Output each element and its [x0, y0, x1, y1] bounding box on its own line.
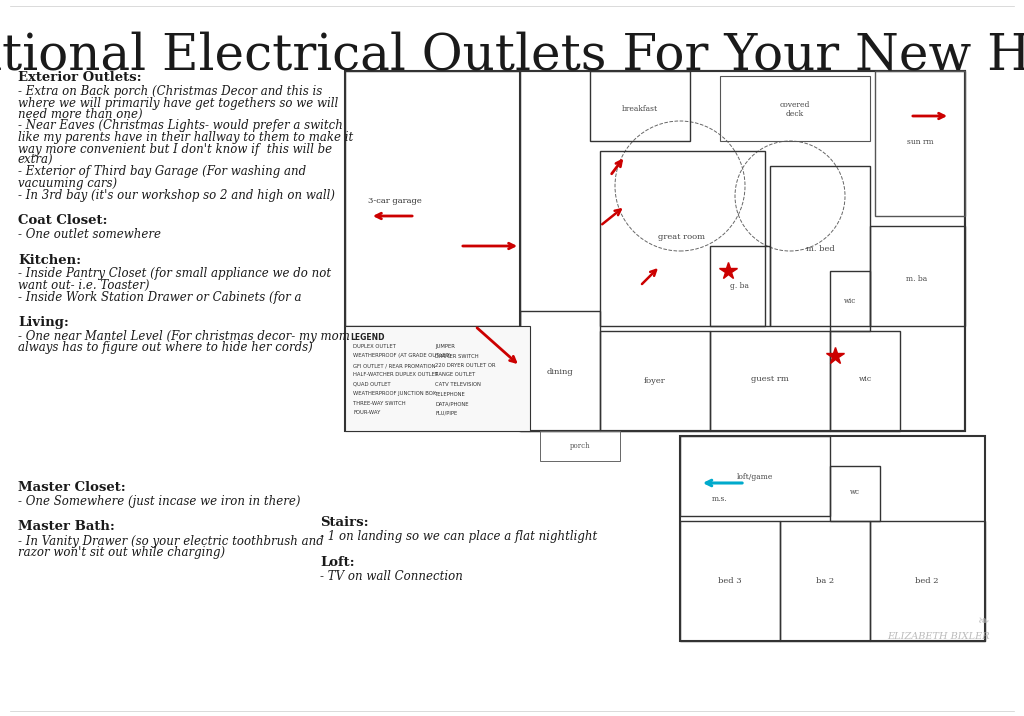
Bar	[870, 226, 965, 326]
Text: wic: wic	[858, 375, 871, 383]
Bar	[830, 271, 870, 331]
Text: FLU/PIPE: FLU/PIPE	[435, 410, 458, 415]
Text: Master Closet:: Master Closet:	[18, 481, 126, 494]
Bar	[720, 76, 870, 141]
Text: razor won't sit out while charging): razor won't sit out while charging)	[18, 546, 225, 559]
Text: WEATHERPROOF (AT GRADE OUTLET): WEATHERPROOF (AT GRADE OUTLET)	[353, 354, 451, 359]
Text: - Inside Work Station Drawer or Cabinets (for a: - Inside Work Station Drawer or Cabinets…	[18, 291, 301, 304]
Text: 3-car garage: 3-car garage	[368, 197, 422, 205]
Bar	[830, 466, 880, 521]
Text: Living:: Living:	[18, 316, 69, 329]
Text: GFI OUTLET / REAR PROMATION: GFI OUTLET / REAR PROMATION	[353, 363, 435, 368]
Text: LEGEND: LEGEND	[350, 333, 384, 342]
Text: breakfast: breakfast	[622, 105, 658, 113]
Text: Kitchen:: Kitchen:	[18, 253, 81, 266]
Bar	[870, 521, 985, 641]
Text: Coat Closet:: Coat Closet:	[18, 214, 108, 227]
Text: - Near Eaves (Christmas Lights- would prefer a switch: - Near Eaves (Christmas Lights- would pr…	[18, 120, 343, 132]
Text: - One outlet somewhere: - One outlet somewhere	[18, 228, 161, 241]
Bar	[520, 71, 965, 431]
Text: 220 DRYER OUTLET OR: 220 DRYER OUTLET OR	[435, 363, 496, 368]
Bar	[770, 166, 870, 326]
Text: Master Bath:: Master Bath:	[18, 521, 115, 533]
Bar	[680, 436, 985, 641]
Bar	[520, 311, 600, 431]
Text: wc: wc	[850, 488, 860, 496]
Text: foyer: foyer	[644, 377, 666, 385]
Text: - TV on wall Connection: - TV on wall Connection	[319, 569, 463, 583]
Text: - Exterior of Third bay Garage (For washing and: - Exterior of Third bay Garage (For wash…	[18, 165, 306, 178]
Text: CATV TELEVISION: CATV TELEVISION	[435, 382, 481, 387]
Text: DATA/PHONE: DATA/PHONE	[435, 401, 469, 406]
Text: need more than one): need more than one)	[18, 108, 142, 121]
Text: bed 2: bed 2	[915, 577, 939, 585]
Text: covered
deck: covered deck	[780, 101, 810, 118]
Text: great room: great room	[658, 233, 706, 241]
Bar	[600, 331, 710, 431]
Text: Stairs:: Stairs:	[319, 516, 369, 529]
Text: way more convenient but I don't know if  this will be: way more convenient but I don't know if …	[18, 142, 332, 155]
Text: want out- i.e. Toaster): want out- i.e. Toaster)	[18, 279, 150, 292]
Text: wic: wic	[844, 297, 856, 305]
Text: ba 2: ba 2	[816, 577, 835, 585]
Bar	[874, 71, 965, 216]
Bar	[710, 331, 830, 431]
Text: g. ba: g. ba	[730, 282, 750, 290]
Text: - In 3rd bay (it's our workshop so 2 and high on wall): - In 3rd bay (it's our workshop so 2 and…	[18, 188, 335, 201]
Text: like my parents have in their hallway to them to make it: like my parents have in their hallway to…	[18, 131, 353, 144]
Text: HALF-WATCHER DUPLEX OUTLET: HALF-WATCHER DUPLEX OUTLET	[353, 372, 438, 377]
Text: sun rm: sun rm	[906, 138, 933, 146]
Text: DIMMER SWITCH: DIMMER SWITCH	[435, 354, 478, 359]
Text: FOUR-WAY: FOUR-WAY	[353, 410, 380, 415]
Bar	[680, 436, 830, 516]
Text: extra): extra)	[18, 154, 53, 167]
Text: Additional Electrical Outlets For Your New Home: Additional Electrical Outlets For Your N…	[0, 31, 1024, 80]
Text: where we will primarily have get togethers so we will: where we will primarily have get togethe…	[18, 97, 338, 110]
Bar	[345, 71, 520, 326]
Text: RANGE OUTLET: RANGE OUTLET	[435, 372, 475, 377]
Text: - Inside Pantry Closet (for small appliance we do not: - Inside Pantry Closet (for small applia…	[18, 268, 331, 281]
Text: TELEPHONE: TELEPHONE	[435, 392, 466, 397]
Text: - One near Mantel Level (For christmas decor- my mom: - One near Mantel Level (For christmas d…	[18, 330, 350, 343]
Bar	[600, 151, 765, 326]
Text: ELIZABETH BIXLER: ELIZABETH BIXLER	[888, 632, 990, 641]
Text: vacuuming cars): vacuuming cars)	[18, 177, 117, 190]
Text: - Extra on Back porch (Christmas Decor and this is: - Extra on Back porch (Christmas Decor a…	[18, 85, 323, 98]
Bar	[680, 521, 780, 641]
Text: porch: porch	[569, 442, 590, 450]
Bar	[780, 521, 870, 641]
Text: bed 3: bed 3	[718, 577, 741, 585]
Text: Loft:: Loft:	[319, 556, 354, 569]
Text: - In Vanity Drawer (so your electric toothbrush and: - In Vanity Drawer (so your electric too…	[18, 535, 324, 548]
Text: m.s.: m.s.	[712, 495, 728, 503]
Text: - 1 on landing so we can place a flat nightlight: - 1 on landing so we can place a flat ni…	[319, 530, 597, 543]
Text: ❧: ❧	[978, 614, 990, 628]
Text: loft/game: loft/game	[737, 473, 773, 481]
Text: THREE-WAY SWITCH: THREE-WAY SWITCH	[353, 401, 406, 406]
Bar	[345, 326, 530, 431]
Text: WEATHERPROOF JUNCTION BOX: WEATHERPROOF JUNCTION BOX	[353, 392, 436, 397]
Text: Exterior Outlets:: Exterior Outlets:	[18, 71, 141, 84]
Text: - One Somewhere (just incase we iron in there): - One Somewhere (just incase we iron in …	[18, 495, 300, 508]
Text: guest rm: guest rm	[752, 375, 788, 383]
Bar	[710, 246, 770, 326]
Bar	[540, 431, 620, 461]
Text: QUAD OUTLET: QUAD OUTLET	[353, 382, 390, 387]
Text: JUMPER: JUMPER	[435, 344, 455, 349]
Bar	[830, 331, 900, 431]
Text: DUPLEX OUTLET: DUPLEX OUTLET	[353, 344, 396, 349]
Bar	[590, 71, 690, 141]
Text: m. bed: m. bed	[806, 245, 835, 253]
Text: dining: dining	[547, 368, 573, 376]
Bar	[345, 71, 965, 431]
Text: always has to figure out where to hide her cords): always has to figure out where to hide h…	[18, 342, 312, 354]
Text: m. ba: m. ba	[906, 275, 928, 283]
